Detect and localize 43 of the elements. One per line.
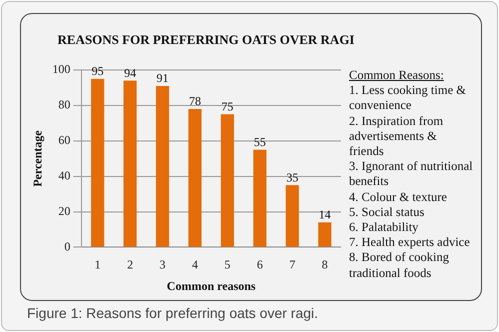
x-tick-label: 5 xyxy=(224,258,230,272)
x-tick-label: 6 xyxy=(256,258,263,272)
caption: Figure 1: Reasons for preferring oats over ragi. xyxy=(27,305,318,321)
x-tick-label: 3 xyxy=(160,258,166,272)
y-tick-label: 20 xyxy=(58,204,70,218)
data-label: 78 xyxy=(188,94,201,108)
bar xyxy=(156,86,170,247)
y-tick-label: 60 xyxy=(58,133,70,148)
data-label: 94 xyxy=(124,66,136,80)
data-label: 55 xyxy=(254,134,266,149)
chart-title: REASONS FOR PREFERRING OATS OVER RAGI xyxy=(56,32,356,48)
y-axis-title: Percentage xyxy=(30,130,44,187)
text: 5. Social status xyxy=(349,204,426,220)
bar xyxy=(188,108,202,247)
text: Common Reasons: xyxy=(349,68,445,84)
data-label: 95 xyxy=(92,64,104,78)
bar xyxy=(253,150,266,247)
bar xyxy=(220,114,234,247)
bar xyxy=(91,78,104,247)
x-tick-label: 8 xyxy=(322,258,328,272)
text: 8. Bored of cooking traditional foods xyxy=(349,250,450,281)
text: 7. Health experts advice xyxy=(349,235,471,250)
text: 4. Colour & texture xyxy=(349,190,448,205)
bar xyxy=(318,222,332,247)
bar xyxy=(286,185,299,247)
x-tick-label: 2 xyxy=(127,258,134,272)
y-tick-label: 100 xyxy=(52,62,70,76)
y-tick-label: 80 xyxy=(58,98,70,112)
x-axis-title: Common reasons xyxy=(166,278,256,293)
data-label: 91 xyxy=(156,71,169,86)
x-tick-label: 1 xyxy=(94,258,101,272)
text: 1. Less cooking time & convenience xyxy=(349,83,467,114)
text: 3. Ignorant of nutritional benefits xyxy=(349,159,474,190)
data-label: 14 xyxy=(318,208,331,222)
text: 6. Palatability xyxy=(349,220,420,236)
y-tick-label: 0 xyxy=(64,239,70,254)
x-tick-label: 4 xyxy=(192,258,198,272)
bar xyxy=(124,80,137,247)
data-label: 35 xyxy=(286,170,298,184)
x-tick-label: 7 xyxy=(289,258,296,272)
y-tick-label: 40 xyxy=(58,168,70,182)
data-label: 75 xyxy=(221,99,234,114)
text: 2. Inspiration from advertisements & friends xyxy=(349,114,444,160)
